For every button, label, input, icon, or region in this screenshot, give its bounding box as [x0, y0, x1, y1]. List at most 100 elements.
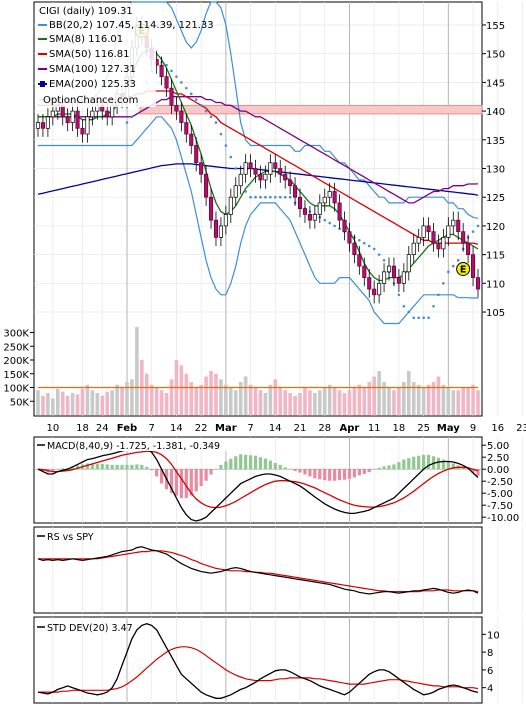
macd-histogram-bar [382, 466, 386, 470]
price-tick-label: 115 [486, 251, 505, 262]
volume-bar [322, 387, 327, 415]
macd-histogram-bar [303, 469, 307, 475]
sar-dot [185, 86, 188, 90]
sar-dot [323, 218, 327, 222]
volume-bar [406, 371, 411, 415]
macd-histogram-bar [387, 465, 391, 470]
stddev-series [37, 623, 479, 699]
macd-histogram-bar [155, 469, 159, 477]
sar-dot [358, 238, 361, 242]
volume-bar [194, 387, 199, 415]
candle-body [174, 104, 179, 112]
candle-body [357, 254, 362, 267]
legend-sma8: SMA(8) 116.01 [49, 34, 123, 45]
sar-dot [244, 190, 247, 193]
candle-body [60, 104, 65, 118]
sar-dot [249, 195, 252, 199]
macd-histogram-bar [66, 467, 70, 470]
candle-body [475, 277, 481, 290]
date-tick-label: 10 [46, 423, 59, 434]
macd-histogram-bar [417, 455, 421, 470]
date-tick-label: 9 [470, 423, 476, 434]
candle-body [297, 196, 303, 210]
macd-histogram-bar [352, 469, 357, 478]
sar-dot [476, 224, 480, 228]
macd-histogram-bar [100, 463, 104, 470]
macd-line [37, 446, 479, 522]
macd-histogram-bar [337, 469, 342, 481]
volume-bar [357, 384, 362, 415]
candle-body [312, 214, 317, 221]
macd-histogram-bar [61, 468, 65, 470]
macd-histogram-bar [392, 464, 396, 470]
volume-bar [402, 382, 406, 415]
candle-body [396, 277, 401, 284]
macd-histogram-bar [422, 454, 426, 470]
volume-bar [224, 384, 228, 415]
stddev-line [37, 623, 479, 699]
volume-tick-label: 200K [3, 356, 29, 367]
macd-histogram-bar [293, 469, 297, 472]
volume-bar [90, 390, 95, 415]
sar-dot [165, 63, 168, 67]
candle-body [461, 231, 466, 244]
candle-body [372, 288, 377, 296]
sar-dot [367, 244, 371, 248]
macd-histogram-bar [446, 461, 450, 470]
candle-body [436, 242, 441, 250]
date-tick-label: 14 [170, 423, 183, 434]
candle-body [50, 110, 55, 118]
sar-dot [194, 98, 198, 101]
macd-histogram-bar [283, 467, 287, 470]
volume-bar [100, 395, 105, 415]
volume-bar [65, 395, 70, 415]
macd-tick-label: 5.00 [487, 441, 509, 452]
macd-histogram-bar [333, 469, 337, 481]
axis-tick-labels: 105 110 115 120 125 130 135 140 145 150 155 10 18 24 F… [3, 21, 526, 695]
sar-dot [471, 230, 475, 233]
earnings-marker-label: E [460, 264, 467, 275]
macd-histogram-bar [402, 459, 406, 470]
price-tick-label: 135 [486, 136, 505, 147]
sar-dot [447, 270, 450, 274]
sar-dot [254, 195, 257, 199]
watermark: OptionChance.com [43, 95, 138, 106]
candle-body [352, 242, 357, 255]
volume-bar [446, 387, 451, 415]
macd-histogram-bar [159, 469, 164, 484]
volume-bar [233, 390, 238, 415]
candle-body [110, 104, 115, 118]
macd-histogram-bar [263, 458, 268, 470]
volume-bar [317, 390, 322, 415]
macd-histogram-bar [466, 469, 470, 470]
date-tick-label: 7 [149, 423, 155, 434]
sar-dot [199, 104, 203, 107]
sar-dot [288, 195, 292, 199]
macd-title: MACD(8,40,9) -1.725, -1.381, -0.349 [47, 441, 220, 452]
date-tick-label: 18 [393, 423, 406, 434]
sar-dot [180, 81, 183, 84]
sar-dot [234, 167, 238, 170]
volume-bar [154, 387, 159, 415]
volume-bar [179, 365, 184, 415]
candle-body [288, 179, 293, 187]
sar-dot [209, 115, 213, 119]
volume-bar [243, 376, 248, 415]
date-tick-label: 22 [195, 423, 208, 434]
volume-bar [426, 384, 431, 415]
candle-body [80, 127, 85, 135]
candle-body [105, 110, 110, 118]
volume-bar [382, 382, 386, 415]
macd-tick-label: -10.00 [487, 513, 519, 524]
price-tick-label: 150 [486, 50, 505, 61]
macd-histogram-bar [288, 469, 292, 470]
macd-tick-label: 2.50 [487, 453, 509, 464]
volume-bar [367, 382, 372, 415]
price-tick-label: 110 [486, 279, 505, 290]
stddev-tick-label: 4 [487, 684, 493, 695]
volume-bar [456, 390, 461, 415]
date-tick-label: 7 [247, 423, 253, 434]
candle-body [179, 110, 184, 123]
candle-body [327, 191, 332, 198]
